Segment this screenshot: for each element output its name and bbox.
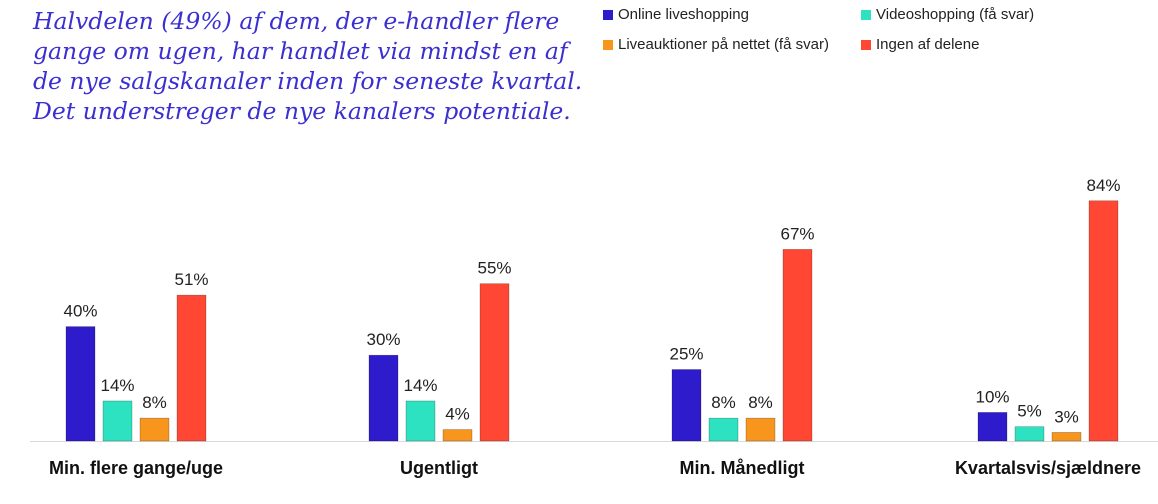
legend-label: Videoshopping (få svar): [876, 6, 1035, 23]
legend-swatch: [861, 39, 871, 50]
category-label: Kvartalsvis/sjældnere: [955, 458, 1141, 478]
bar: [1051, 432, 1082, 442]
bar: [1088, 200, 1119, 442]
data-label: 8%: [711, 393, 736, 412]
bar: [102, 400, 133, 442]
legend-item-videoshopping: Videoshopping (få svar): [861, 6, 1034, 23]
bar: [977, 412, 1008, 442]
legend-swatch: [861, 9, 871, 20]
bar: [671, 369, 702, 442]
legend-label: Ingen af delene: [876, 36, 980, 53]
bar: [176, 294, 207, 442]
category-label: Min. Månedligt: [680, 458, 805, 478]
headline: Halvdelen (49%) af dem, der e-handler fl…: [33, 6, 593, 126]
legend-swatch: [603, 39, 613, 50]
data-label: 84%: [1086, 176, 1120, 195]
legend-item-online-liveshopping: Online liveshopping: [603, 6, 749, 23]
data-label: 14%: [100, 376, 134, 395]
data-label: 4%: [445, 405, 470, 424]
headline-line: Det understreger de nye kanalers potenti…: [33, 97, 571, 125]
data-label: 67%: [780, 224, 814, 243]
data-label: 30%: [366, 330, 400, 349]
data-label: 8%: [748, 393, 773, 412]
bar: [708, 417, 739, 442]
bar: [782, 249, 813, 442]
data-label: 55%: [477, 259, 511, 278]
legend-label: Online liveshopping: [618, 6, 749, 23]
headline-line: Halvdelen (49%) af dem, der e-handler fl…: [33, 7, 560, 35]
data-label: 14%: [403, 376, 437, 395]
headline-line: de nye salgskanaler inden for seneste kv…: [33, 67, 583, 95]
data-label: 5%: [1017, 402, 1042, 421]
bar: [1014, 426, 1045, 442]
category-label: Min. flere gange/uge: [49, 458, 223, 478]
legend-label: Liveauktioner på nettet (få svar): [618, 36, 829, 53]
data-label: 25%: [669, 345, 703, 364]
legend-swatch: [603, 9, 613, 20]
bar: [405, 400, 436, 442]
bar: [139, 417, 170, 442]
data-label: 51%: [174, 270, 208, 289]
data-label: 40%: [63, 302, 97, 321]
legend-item-liveauktioner: Liveauktioner på nettet (få svar): [603, 36, 829, 53]
data-label: 3%: [1054, 407, 1079, 426]
data-label: 10%: [975, 387, 1009, 406]
bar: [65, 326, 96, 442]
bar: [368, 354, 399, 442]
legend-item-ingen-af-delene: Ingen af delene: [861, 36, 979, 53]
bar: [479, 283, 510, 442]
data-label: 8%: [142, 393, 167, 412]
category-label: Ugentligt: [400, 458, 478, 478]
bar: [442, 429, 473, 442]
bar: [745, 417, 776, 442]
headline-line: gange om ugen, har handlet via mindst en…: [33, 37, 568, 65]
